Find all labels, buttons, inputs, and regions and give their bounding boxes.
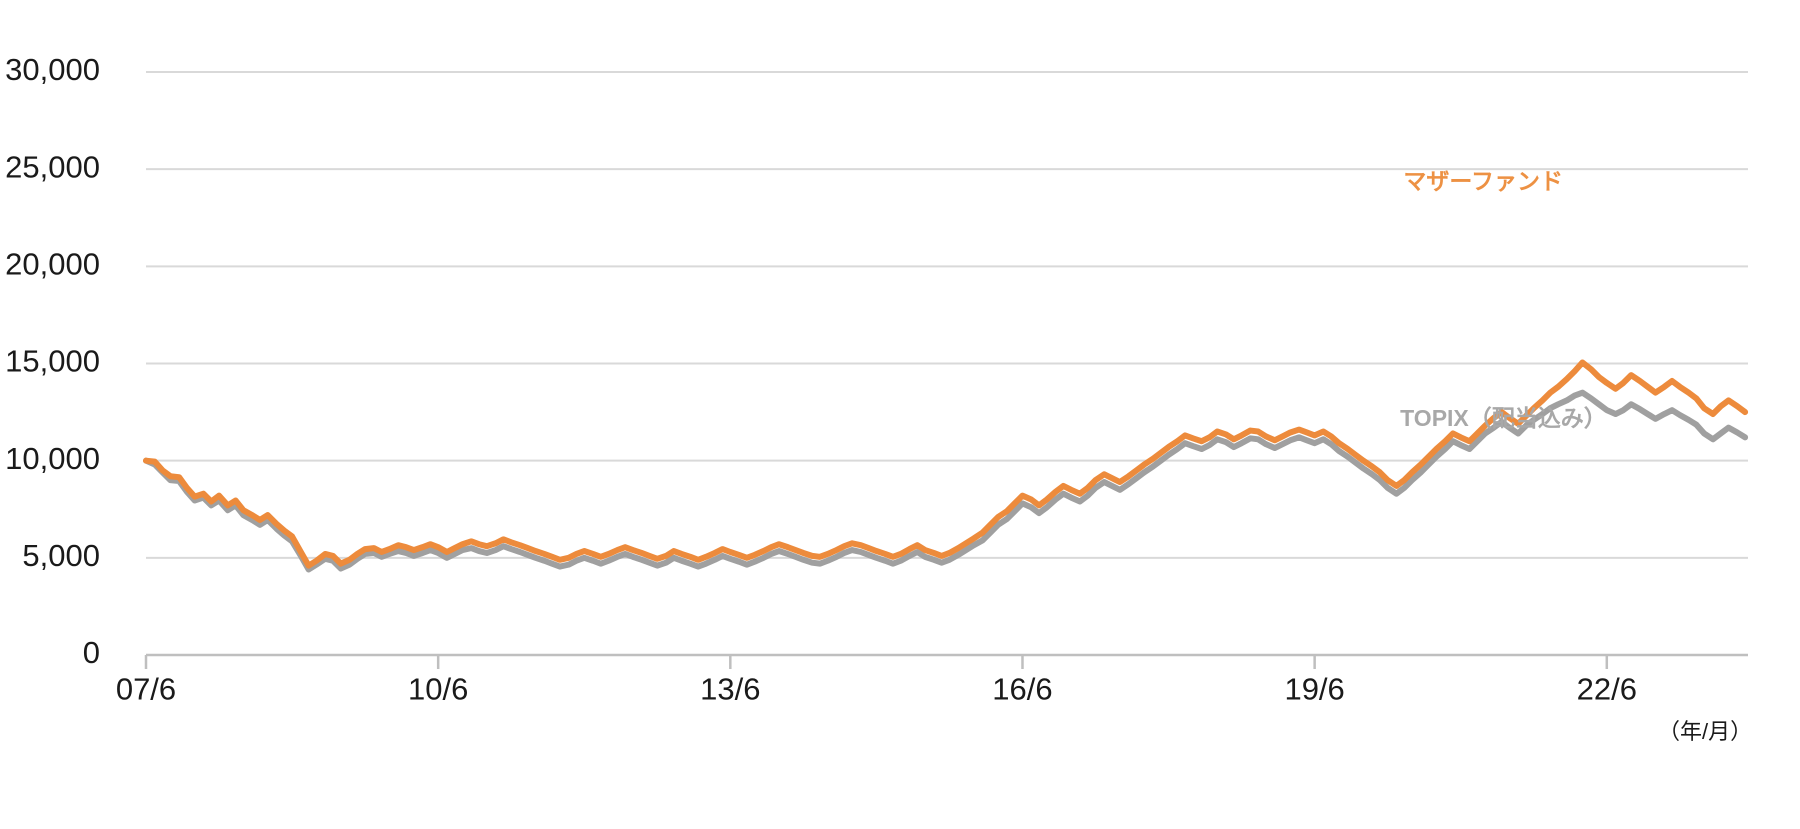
series-label-topix: TOPIX（配当込み） xyxy=(1400,405,1607,431)
y-tick-labels-group: 0 5,000 10,000 15,000 20,000 25,000 30,000 xyxy=(5,52,100,670)
y-tick-label: 30,000 xyxy=(5,52,100,87)
y-tick-label: 20,000 xyxy=(5,247,100,282)
x-tick-label: 22/6 xyxy=(1577,671,1637,706)
series-group xyxy=(143,359,1749,573)
y-tick-label: 10,000 xyxy=(5,441,100,476)
x-tick-label: 13/6 xyxy=(700,671,760,706)
x-tick-labels-group: 07/6 10/6 13/6 16/6 19/6 22/6 xyxy=(116,671,1637,706)
series-line xyxy=(143,389,1749,573)
x-axis-group xyxy=(144,653,1748,669)
x-axis-unit-label: （年/月） xyxy=(1658,719,1752,744)
x-tick-label: 16/6 xyxy=(992,671,1052,706)
x-tick-label: 07/6 xyxy=(116,671,176,706)
x-tick-label: 10/6 xyxy=(408,671,468,706)
y-tick-label: 0 xyxy=(83,635,100,670)
y-tick-label: 15,000 xyxy=(5,344,100,379)
y-tick-label: 5,000 xyxy=(22,538,100,573)
series-labels-group: マザーファンド TOPIX（配当込み） xyxy=(1400,168,1607,431)
series-label-mother-fund: マザーファンド xyxy=(1403,168,1563,194)
y-tick-label: 25,000 xyxy=(5,149,100,184)
gridlines-group xyxy=(146,71,1748,559)
series-line xyxy=(143,359,1749,569)
x-tick-label: 19/6 xyxy=(1284,671,1344,706)
